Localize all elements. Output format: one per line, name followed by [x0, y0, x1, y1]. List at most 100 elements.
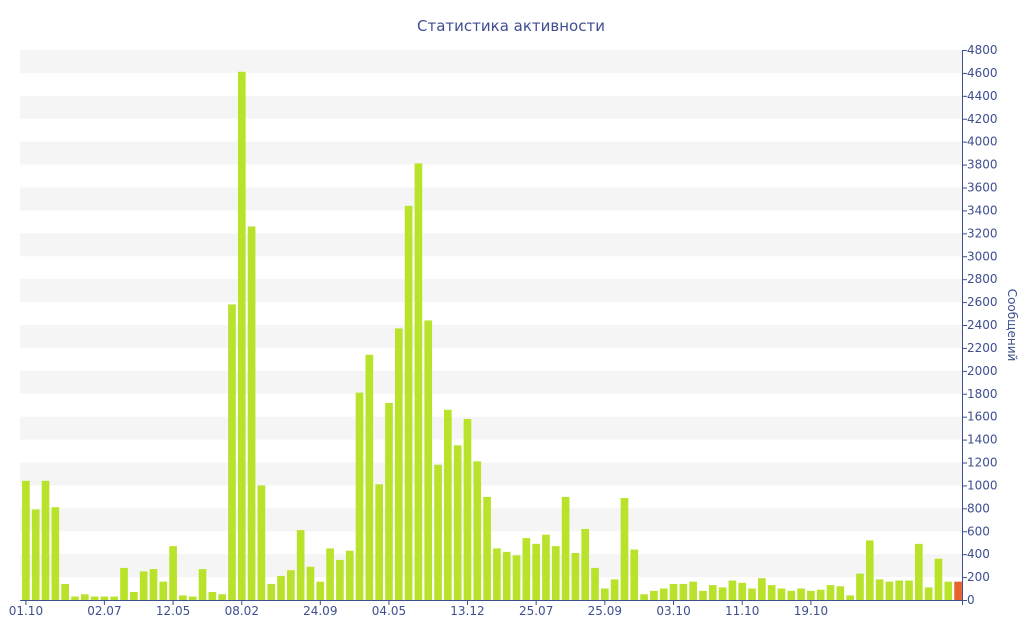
- bar: [218, 594, 226, 600]
- bar: [120, 567, 128, 600]
- x-tick-label: 25.09: [588, 604, 622, 618]
- bar: [355, 392, 364, 600]
- bar: [444, 409, 452, 600]
- y-tick-label: 4000: [967, 135, 998, 149]
- grid-band: [20, 370, 962, 394]
- y-tick-label: 2400: [967, 318, 998, 332]
- bar: [385, 402, 393, 600]
- bar: [159, 581, 168, 600]
- bar: [630, 549, 639, 600]
- bar: [100, 596, 109, 600]
- bar: [453, 445, 462, 600]
- bar: [463, 418, 472, 600]
- x-tick-label: 11.10: [725, 604, 759, 618]
- bar: [856, 573, 864, 600]
- x-tick-label: 08.02: [225, 604, 259, 618]
- bar: [787, 590, 796, 600]
- bar: [139, 571, 148, 600]
- bar: [365, 354, 374, 600]
- y-tick-label: 3800: [967, 158, 998, 172]
- bar: [179, 595, 187, 600]
- bar: [807, 590, 815, 600]
- bar: [846, 595, 854, 600]
- bar: [493, 548, 501, 600]
- bar: [188, 596, 197, 600]
- bar: [80, 594, 89, 600]
- bar: [130, 591, 138, 600]
- bar: [228, 304, 236, 600]
- y-tick-label: 1000: [967, 478, 998, 492]
- bar: [699, 590, 707, 600]
- y-tick-label: 3600: [967, 181, 998, 195]
- grid-band: [20, 325, 962, 348]
- bar: [816, 589, 825, 600]
- bar: [571, 553, 580, 600]
- bar: [326, 548, 334, 600]
- y-tick-label: 3000: [967, 249, 998, 263]
- y-tick-label: 0: [967, 593, 975, 607]
- bar: [22, 480, 30, 600]
- bar: [885, 581, 894, 600]
- bar: [51, 507, 60, 600]
- grid-band: [20, 95, 962, 119]
- bar: [561, 496, 570, 600]
- bar: [277, 575, 285, 600]
- bar: [708, 585, 717, 600]
- bar: [640, 594, 648, 600]
- bar: [669, 583, 678, 600]
- bar: [542, 534, 550, 600]
- x-tick-label: 02.07: [87, 604, 121, 618]
- bar: [659, 588, 668, 600]
- bar: [110, 596, 119, 600]
- bar: [306, 566, 315, 600]
- bar: [758, 578, 766, 600]
- grid-band: [20, 554, 962, 578]
- bar: [865, 540, 874, 600]
- bar: [31, 509, 40, 600]
- y-tick-label: 400: [967, 547, 990, 561]
- bar: [689, 581, 697, 600]
- bar: [287, 570, 295, 600]
- bar: [944, 581, 953, 600]
- bar: [620, 498, 629, 600]
- bar: [934, 558, 943, 600]
- bar: [336, 559, 344, 600]
- bar: [61, 583, 69, 600]
- grid-band: [20, 279, 962, 303]
- bar-current: [954, 581, 962, 600]
- bar: [267, 583, 276, 600]
- bar: [895, 580, 904, 600]
- bar: [610, 579, 619, 600]
- bar: [826, 585, 835, 600]
- y-tick-label: 600: [967, 524, 990, 538]
- bar: [473, 461, 482, 600]
- bar: [483, 496, 491, 600]
- x-tick-label: 01.10: [9, 604, 43, 618]
- bars: [22, 71, 962, 601]
- x-tick-label: 13.12: [450, 604, 484, 618]
- grid-band: [20, 141, 962, 165]
- bar: [650, 590, 658, 600]
- y-tick-label: 4400: [967, 89, 998, 103]
- bar: [551, 546, 560, 600]
- bar: [875, 579, 884, 600]
- bar: [375, 484, 383, 600]
- bar: [90, 596, 99, 600]
- bar: [296, 530, 305, 600]
- bar: [208, 591, 217, 600]
- bar: [591, 567, 599, 600]
- bar: [836, 586, 845, 600]
- y-tick-label: 2600: [967, 295, 998, 309]
- grid-band: [20, 462, 962, 486]
- bar: [502, 551, 511, 600]
- bar: [316, 581, 325, 600]
- y-tick-label: 4600: [967, 66, 998, 80]
- bar: [718, 587, 727, 600]
- bar: [924, 587, 933, 600]
- bar: [581, 528, 590, 600]
- bar: [414, 163, 423, 600]
- y-tick-label: 1800: [967, 387, 998, 401]
- grid-band: [20, 233, 962, 257]
- grid-band: [20, 508, 962, 532]
- bar: [345, 550, 354, 600]
